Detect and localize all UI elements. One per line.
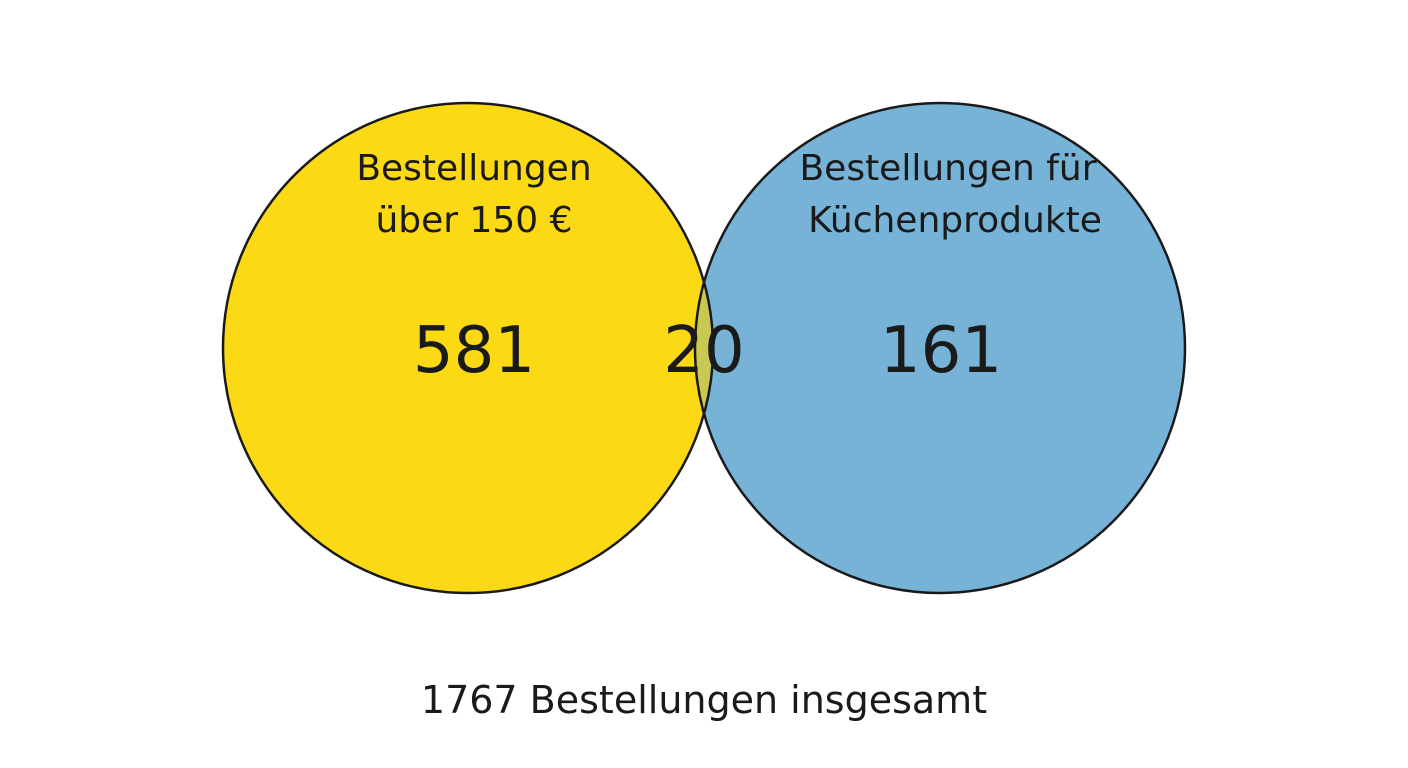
- total-caption: 1767 Bestellungen insgesamt: [421, 678, 987, 722]
- right-set-circle: [695, 103, 1185, 593]
- left-set-label-line1: Bestellungen: [356, 148, 591, 189]
- left-only-count: 581: [413, 314, 535, 388]
- left-set-circle: [223, 103, 713, 593]
- right-only-count: 161: [880, 314, 1002, 388]
- right-set-label-line2: Küchenprodukte: [808, 200, 1102, 241]
- left-set-outline: [221, 101, 715, 595]
- right-set-label-line1: Bestellungen für: [799, 148, 1096, 189]
- left-set-label-line2: über 150 €: [375, 200, 572, 241]
- intersection-count: 20: [663, 314, 744, 388]
- right-set-outline: [693, 101, 1187, 595]
